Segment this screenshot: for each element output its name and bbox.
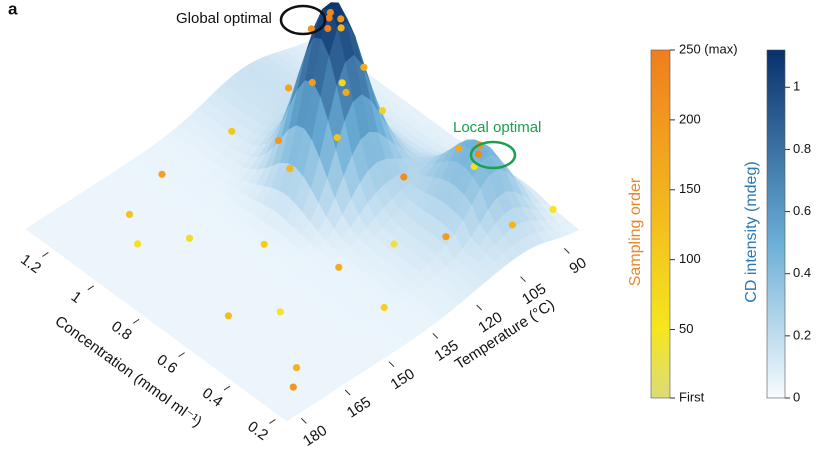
y-tick-label: 165: [344, 394, 374, 422]
sample-point: [326, 8, 334, 17]
x-tick: [269, 419, 276, 424]
global-ellipse: [279, 4, 327, 36]
y-tick: [563, 247, 570, 254]
y-tick: [344, 389, 351, 396]
x-tick-label: 0.4: [199, 385, 226, 411]
x-tick-label: 1.2: [17, 251, 44, 277]
sample-point: [380, 303, 388, 312]
z-tick-label: 0.4: [793, 265, 811, 280]
sample-point: [285, 84, 293, 92]
y-axis-label: Temperature (°C): [452, 296, 558, 373]
c-tick-label: 250 (max): [679, 41, 738, 56]
z-tick-label: 0.8: [793, 141, 811, 156]
z-tick-label: 1: [793, 79, 800, 94]
c-tick-label: 100: [679, 251, 701, 266]
x-tick-label: 0.2: [244, 418, 271, 444]
sample-point: [260, 240, 268, 248]
y-tick: [388, 361, 395, 368]
sample-point: [307, 25, 315, 33]
x-tick-label: 0.8: [108, 318, 135, 344]
colorbar-label: CD intensity (mdeg): [743, 161, 760, 302]
x-tick: [87, 285, 95, 291]
sample-point: [224, 312, 232, 320]
y-tick: [432, 332, 439, 339]
sample-point: [333, 134, 341, 142]
sample-point: [158, 170, 166, 178]
sample-point: [228, 127, 236, 135]
y-tick-label: 180: [300, 422, 330, 450]
sample-point: [335, 263, 343, 271]
sample-point: [134, 240, 142, 248]
x-tick: [132, 318, 140, 324]
z-tick-label: 0.2: [793, 327, 811, 342]
sample-point: [324, 24, 332, 33]
c-tick-label: 150: [679, 181, 701, 196]
sample-point: [185, 234, 194, 242]
order-colorbar: [650, 49, 671, 399]
z-tick-label: 0.6: [793, 203, 811, 218]
sample-point: [378, 107, 386, 115]
sample-point: [549, 205, 557, 213]
sample-point: [337, 15, 345, 23]
c-tick-label: 50: [679, 321, 693, 336]
y-tick: [300, 417, 307, 424]
sample-point: [125, 210, 134, 218]
sample-point: [289, 383, 297, 391]
c-tick-label: First: [679, 389, 705, 404]
x-tick-label: 0.6: [153, 351, 180, 377]
y-tick: [476, 304, 483, 311]
points: [125, 8, 557, 391]
local-ellipse: [469, 140, 517, 170]
y-tick: [520, 276, 526, 283]
sample-point: [342, 88, 350, 96]
c-tick-label: 200: [679, 111, 701, 126]
sample-point: [338, 79, 346, 87]
sample-point: [286, 165, 294, 173]
cd-colorbar: [766, 49, 786, 399]
sample-point: [508, 221, 516, 229]
panel-label: a: [8, 0, 18, 18]
y-tick-label: 150: [388, 365, 418, 393]
x-tick-label: 1: [68, 288, 85, 307]
surface: [25, 2, 580, 422]
sample-point: [292, 364, 301, 372]
sample-point: [308, 78, 316, 87]
sample-point: [276, 308, 284, 316]
sample-point: [390, 240, 398, 248]
x-tick: [178, 352, 185, 358]
sample-point: [442, 233, 450, 241]
sample-point: [337, 24, 345, 32]
sample-point: [274, 136, 283, 145]
sample-point: [360, 63, 368, 71]
sample-point: [474, 150, 482, 158]
surface-face: [278, 409, 296, 422]
sample-point: [400, 173, 408, 181]
x-tick: [223, 385, 231, 391]
annotation: Local optimal: [453, 119, 541, 136]
y-tick-label: 90: [566, 254, 589, 277]
colorbar-label: Sampling order: [627, 177, 644, 286]
z-tick-label: 0: [793, 389, 800, 404]
sample-point: [455, 144, 463, 153]
sample-point: [325, 14, 333, 22]
x-tick: [42, 252, 49, 257]
annotation: Global optimal: [176, 10, 272, 27]
